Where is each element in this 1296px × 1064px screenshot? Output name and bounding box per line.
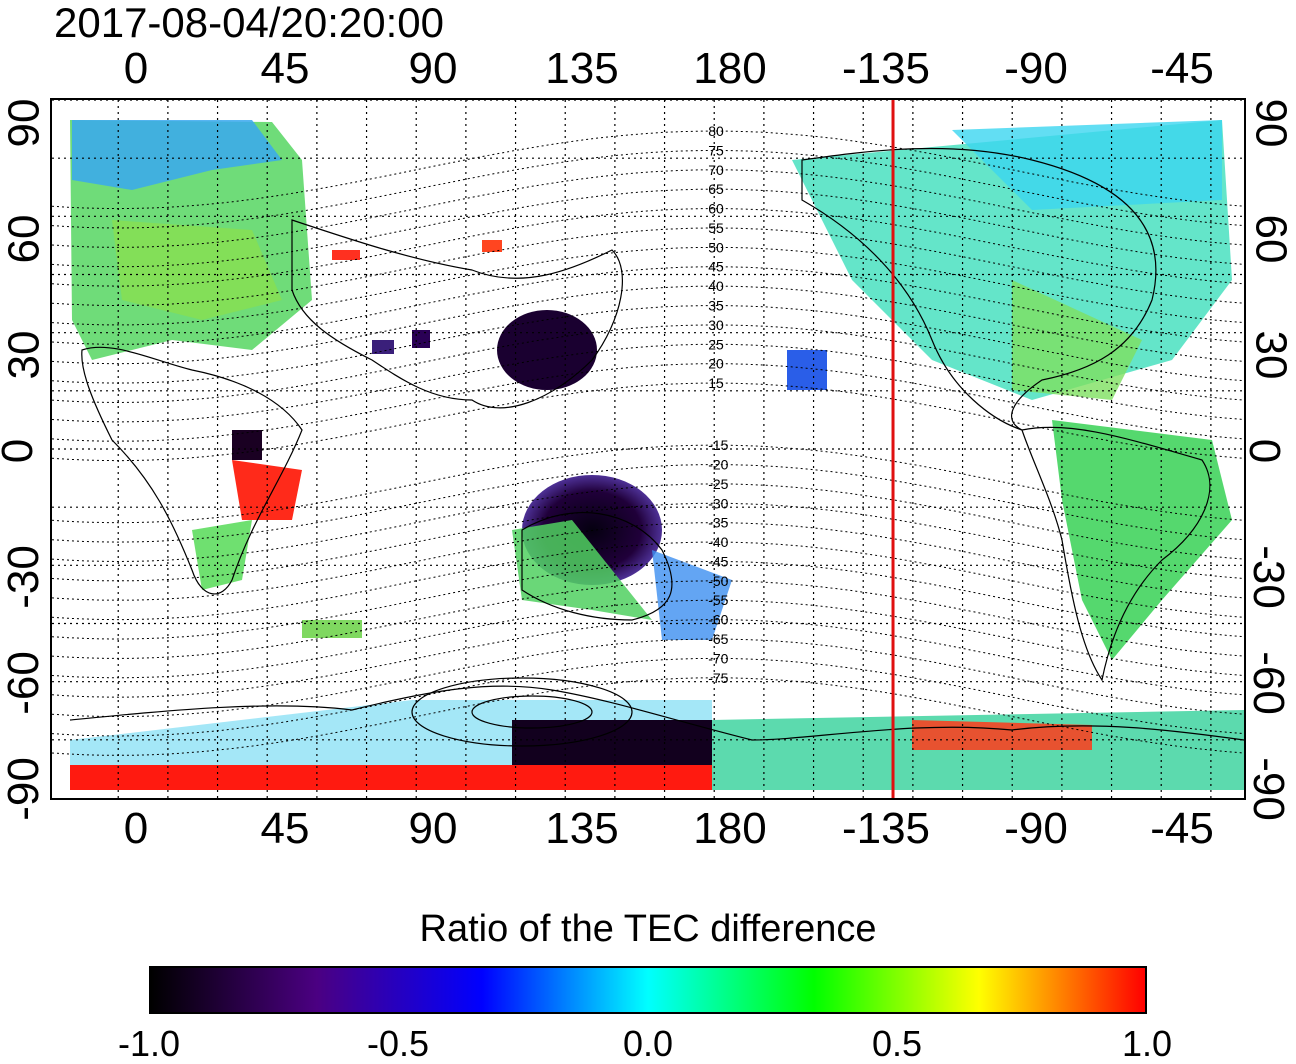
contour-label: -15 [708, 437, 728, 453]
lat-tick-left: 90 [0, 98, 49, 148]
contour-label: 50 [708, 239, 724, 255]
lon-tick-top: 180 [693, 44, 767, 93]
magnetic-contour [52, 580, 1244, 659]
lon-tick-top: -90 [1004, 44, 1068, 93]
lon-tick-top: 90 [408, 44, 458, 93]
magnetic-contour-labels: 80 75 70 65 60 55 50 45 40 35 30 25 20 15 -15 -20 -25 -30… [708, 123, 728, 686]
contour-label: 60 [708, 201, 724, 217]
graticule [52, 100, 1244, 798]
magnetic-contour [52, 619, 1244, 698]
colorbar-tick: 0.0 [622, 1023, 674, 1064]
contour-label: 80 [708, 123, 724, 139]
colorbar-tick: -0.5 [366, 1023, 430, 1064]
lon-tick-bottom: -90 [1004, 804, 1068, 853]
coastlines [69, 147, 1244, 747]
contour-label: -50 [708, 573, 728, 589]
colorbar-tick: -1.0 [117, 1023, 181, 1064]
lat-tick-right: 90 [1246, 98, 1296, 148]
colorbar [149, 966, 1147, 1014]
plot-title: 2017-08-04/20:20:00 [54, 0, 444, 46]
lat-tick-right: 30 [1246, 330, 1296, 380]
lat-tick-right: 0 [1240, 438, 1290, 464]
lat-tick-left: -90 [0, 757, 48, 821]
lon-tick-top: 135 [545, 44, 619, 93]
lat-tick-right: -30 [1243, 545, 1293, 609]
lon-tick-top: -45 [1150, 44, 1214, 93]
lon-tick-top: -135 [841, 44, 931, 93]
lat-tick-right: -60 [1243, 651, 1293, 715]
contour-label: 65 [708, 181, 724, 197]
lon-tick-bottom: 180 [693, 804, 767, 853]
contour-label: -25 [708, 476, 728, 492]
lon-tick-bottom: -45 [1150, 804, 1214, 853]
tec-field [70, 120, 1244, 790]
contour-label: -70 [708, 650, 728, 666]
magnetic-contour [52, 599, 1244, 679]
contour-label: 15 [708, 375, 724, 391]
colorbar-title: Ratio of the TEC difference [419, 908, 877, 950]
contour-label: 75 [708, 142, 724, 158]
contour-label: -60 [708, 612, 728, 628]
contour-label: 45 [708, 259, 724, 275]
contour-label: -20 [708, 457, 728, 473]
colorbar-tick: 0.5 [871, 1023, 923, 1064]
contour-label: -35 [708, 515, 728, 531]
colorbar-tick: 1.0 [1121, 1023, 1173, 1064]
lon-tick-bottom: 45 [260, 804, 310, 853]
lat-tick-left: 0 [0, 439, 42, 463]
contour-label: 25 [708, 336, 724, 352]
lat-tick-left: 30 [0, 330, 49, 380]
lat-tick-right: -90 [1243, 757, 1293, 821]
lat-tick-right: 60 [1246, 214, 1296, 264]
contour-label: -45 [708, 553, 728, 569]
lon-tick-top: 0 [123, 44, 149, 93]
tec-map: 80 75 70 65 60 55 50 45 40 35 30 25 20 15 -15 -20 -25 -30… [50, 98, 1246, 800]
contour-label: -65 [708, 631, 728, 647]
contour-label: -55 [708, 592, 728, 608]
lat-tick-left: -30 [0, 545, 48, 609]
lat-tick-left: 60 [0, 214, 49, 264]
contour-label: 40 [708, 278, 724, 294]
contour-label: 35 [708, 298, 724, 314]
lon-tick-bottom: 90 [408, 804, 458, 853]
contour-label: 70 [708, 162, 724, 178]
lon-tick-top: 45 [260, 44, 310, 93]
lon-tick-bottom: 0 [123, 804, 149, 853]
contour-label: 30 [708, 317, 724, 333]
lat-tick-left: -60 [0, 651, 48, 715]
contour-label: -40 [708, 534, 728, 550]
contour-label: 55 [708, 220, 724, 236]
contour-label: 20 [708, 356, 724, 372]
contour-label: -30 [708, 495, 728, 511]
contour-label: -75 [708, 670, 728, 686]
lon-tick-bottom: 135 [545, 804, 619, 853]
tec-map-canvas: 80 75 70 65 60 55 50 45 40 35 30 25 20 15 -15 -20 -25 -30… [52, 100, 1244, 798]
lon-tick-bottom: -135 [841, 804, 931, 853]
